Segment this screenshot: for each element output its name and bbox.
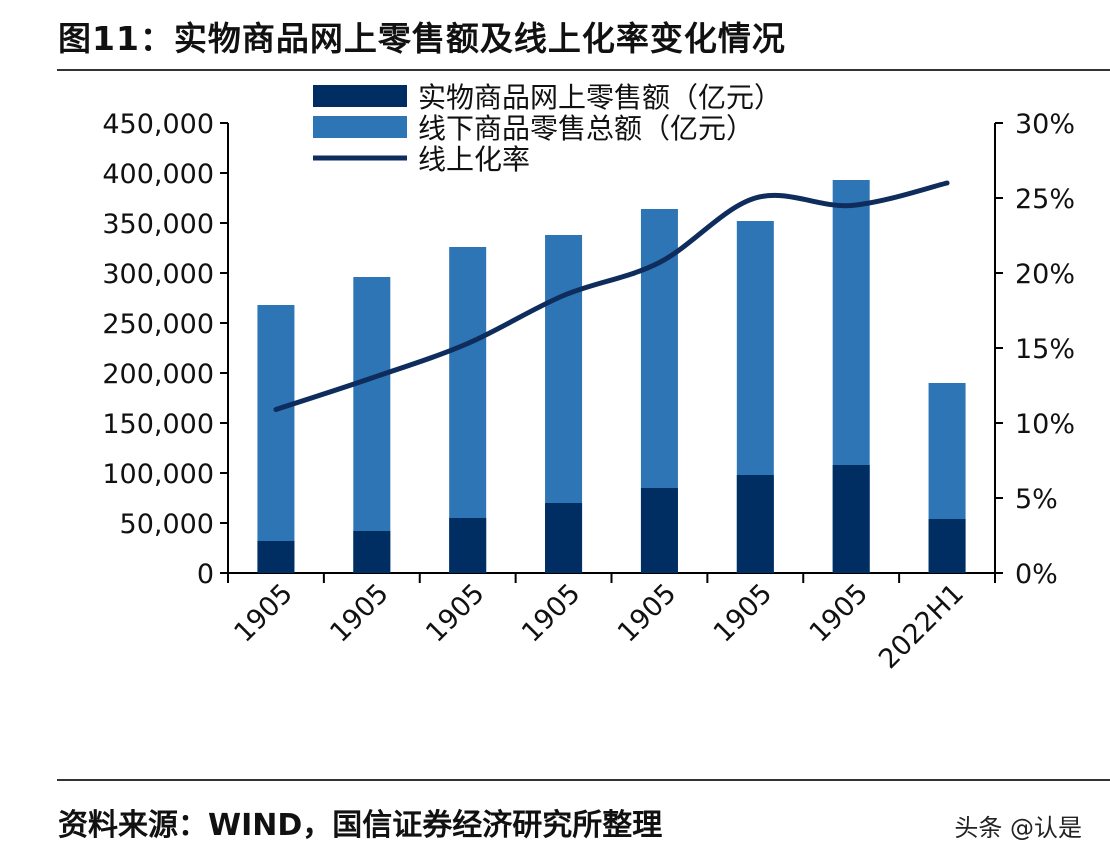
x-tick-label: 1905 <box>612 578 683 649</box>
watermark: 头条 @认是 <box>954 814 1082 842</box>
bar-online <box>928 519 966 573</box>
legend-label: 实物商品网上零售额（亿元） <box>418 81 782 114</box>
y2-tick-label: 10% <box>1015 409 1075 440</box>
legend-label: 线下商品零售总额（亿元） <box>418 112 754 145</box>
y-tick-label: 300,000 <box>102 259 214 290</box>
y2-tick-label: 20% <box>1015 259 1075 290</box>
x-tick-label: 1905 <box>708 578 779 649</box>
x-tick-label: 1905 <box>516 578 587 649</box>
bar-online <box>832 465 870 573</box>
y-tick-label: 450,000 <box>102 109 214 140</box>
bar-online <box>449 518 487 573</box>
chart-title: 图11：实物商品网上零售额及线上化率变化情况 <box>58 19 786 58</box>
x-tick-label: 2022H1 <box>873 578 970 675</box>
y-tick-label: 400,000 <box>102 159 214 190</box>
x-tick-label: 1905 <box>804 578 875 649</box>
y2-tick-label: 15% <box>1015 334 1075 365</box>
legend-label: 线上化率 <box>418 143 530 176</box>
y-tick-label: 0 <box>197 559 214 590</box>
y-tick-label: 150,000 <box>102 409 214 440</box>
legend-swatch <box>313 116 407 138</box>
y-tick-label: 50,000 <box>120 509 214 540</box>
y2-tick-label: 25% <box>1015 184 1075 215</box>
bar-offline <box>257 305 295 573</box>
y2-tick-label: 0% <box>1015 559 1058 590</box>
y-tick-label: 200,000 <box>102 359 214 390</box>
title-divider <box>57 69 1110 71</box>
bar-online <box>736 475 774 573</box>
rate-line <box>273 180 950 412</box>
y-tick-label: 250,000 <box>102 309 214 340</box>
source-note: 资料来源：WIND，国信证券经济研究所整理 <box>58 808 663 843</box>
x-tick-label: 1905 <box>228 578 299 649</box>
y2-tick-label: 30% <box>1015 109 1075 140</box>
bar-offline <box>353 277 391 573</box>
y-tick-label: 350,000 <box>102 209 214 240</box>
y-tick-label: 100,000 <box>102 459 214 490</box>
x-tick-label: 1905 <box>420 578 491 649</box>
bar-online <box>640 488 678 573</box>
bar-online <box>353 531 391 573</box>
bar-online <box>545 503 583 573</box>
x-tick-label: 1905 <box>324 578 395 649</box>
legend-swatch <box>313 85 407 107</box>
source-divider <box>57 779 1110 781</box>
y2-tick-label: 5% <box>1015 484 1058 515</box>
bar-online <box>257 541 295 573</box>
